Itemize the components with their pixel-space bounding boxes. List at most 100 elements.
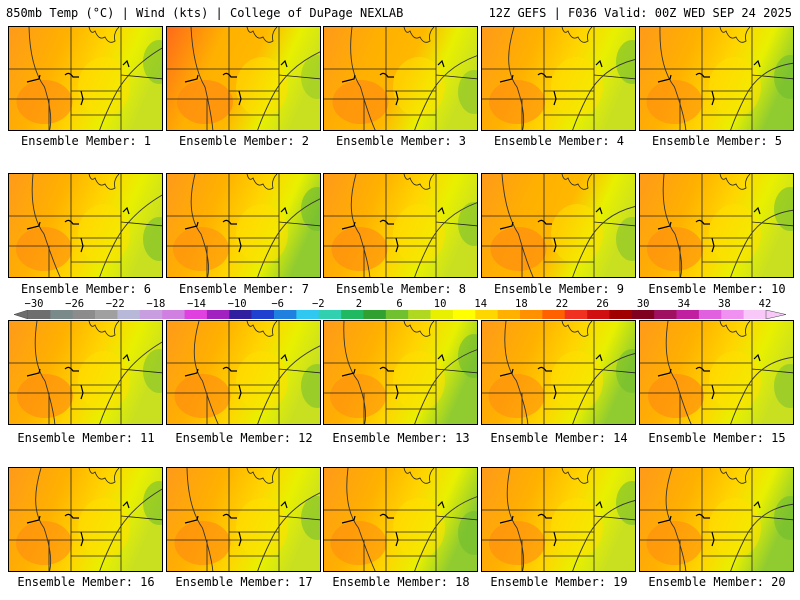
state-boundaries	[167, 468, 320, 571]
state-boundaries	[640, 321, 793, 424]
wind-barb	[657, 221, 672, 230]
lake-outline	[246, 27, 278, 43]
colorbar-swatch	[564, 310, 588, 319]
colorbar-tick-label: −14	[186, 298, 206, 310]
ensemble-member-map	[8, 173, 163, 278]
wind-barb	[341, 515, 356, 524]
wind-barbs	[184, 59, 288, 106]
wind-barb	[553, 90, 557, 106]
wind-barb	[280, 500, 288, 509]
wind-barb	[280, 59, 288, 68]
ensemble-member-map	[323, 467, 478, 572]
wind-barbs	[499, 500, 603, 547]
isotherm-contour	[350, 174, 371, 277]
isotherm-contour	[35, 468, 52, 571]
wind-barb	[537, 219, 552, 225]
ensemble-member-map	[639, 467, 794, 572]
isotherm-contour	[506, 468, 525, 571]
wind-barb	[238, 237, 242, 253]
wind-barb	[80, 531, 84, 547]
warm-temperature-region	[330, 374, 386, 418]
colorbar-swatch	[587, 310, 610, 319]
mild-temperature-region	[551, 204, 603, 264]
wind-barb	[122, 206, 130, 215]
wind-barb	[553, 384, 557, 400]
isotherm-contour	[190, 27, 214, 130]
colorbar-swatch	[229, 310, 252, 319]
warm-temperature-region	[489, 80, 545, 124]
mild-temperature-region	[551, 57, 603, 117]
colorbar-tick-label: −6	[271, 298, 284, 310]
wind-barb	[184, 515, 199, 524]
lake-outline	[403, 27, 435, 43]
model-run-title: 12Z GEFS | F036 Valid: 00Z WED SEP 24 20…	[488, 6, 792, 20]
wind-barb	[222, 513, 237, 519]
wind-barb	[379, 72, 394, 78]
isotherm-contour	[186, 468, 214, 571]
ensemble-member-map	[166, 467, 321, 572]
isotherm-contour	[665, 468, 687, 571]
wind-barbs	[341, 206, 445, 253]
wind-barb	[695, 366, 710, 372]
wind-barb	[395, 384, 399, 400]
cool-temperature-region	[616, 217, 635, 261]
colorbar-swatch	[28, 310, 51, 319]
colorbar-swatch	[206, 310, 230, 319]
state-boundaries	[640, 174, 793, 277]
warm-temperature-region	[174, 374, 231, 418]
state-boundaries	[9, 321, 162, 424]
colorbar-swatch	[497, 310, 521, 319]
colorbar-swatch	[609, 310, 633, 319]
warm-temperature-region	[174, 521, 231, 565]
state-boundaries	[482, 174, 635, 277]
cool-temperature-region	[301, 364, 320, 408]
ensemble-member-label: Ensemble Member: 18	[332, 575, 470, 589]
isotherm-contour	[572, 206, 635, 277]
wind-barb	[753, 59, 761, 68]
isotherm-contour	[414, 496, 477, 571]
wind-barb	[184, 221, 199, 230]
isotherm-contour	[190, 174, 209, 277]
lake-outline	[403, 321, 435, 337]
state-boundaries	[482, 321, 635, 424]
colorbar-swatch	[117, 310, 141, 319]
colorbar-tick-label: −2	[311, 298, 325, 310]
wind-barb	[26, 368, 41, 377]
wind-barb	[657, 515, 672, 524]
state-boundaries	[167, 321, 320, 424]
colorbar-swatch	[743, 310, 767, 319]
wind-barb	[499, 368, 514, 377]
ensemble-member-map	[8, 467, 163, 572]
mild-temperature-region	[236, 204, 288, 264]
ensemble-member-map	[166, 320, 321, 425]
cool-temperature-region	[458, 70, 477, 114]
wind-barb	[595, 500, 603, 509]
colorbar-tick-label: 18	[515, 298, 528, 310]
wind-barbs	[657, 206, 761, 253]
wind-barb	[341, 74, 356, 83]
colorbar-swatch	[452, 310, 476, 319]
wind-barb	[753, 206, 761, 215]
cool-temperature-region	[774, 496, 793, 540]
warm-temperature-region	[648, 374, 704, 418]
wind-barbs	[657, 353, 761, 400]
wind-barb	[711, 90, 715, 106]
wind-barb	[80, 237, 84, 253]
isotherm-contour	[28, 27, 52, 130]
wind-barb	[499, 221, 514, 230]
warm-temperature-region	[330, 521, 387, 565]
mild-temperature-region	[78, 351, 130, 411]
wind-barbs	[341, 353, 445, 400]
ensemble-member-label: Ensemble Member: 7	[178, 282, 310, 296]
ensemble-member-label: Ensemble Member: 20	[648, 575, 786, 589]
isotherm-contour	[572, 59, 635, 130]
cool-temperature-region	[774, 364, 793, 408]
ensemble-member-label: Ensemble Member: 13	[332, 431, 470, 445]
warm-temperature-region	[16, 521, 72, 565]
isotherm-contour	[257, 198, 320, 277]
isotherm-contour	[730, 209, 793, 277]
warm-temperature-region	[173, 227, 229, 271]
isotherm-contour	[99, 341, 162, 424]
mild-temperature-region	[709, 57, 761, 117]
colorbar-swatch	[363, 310, 387, 319]
